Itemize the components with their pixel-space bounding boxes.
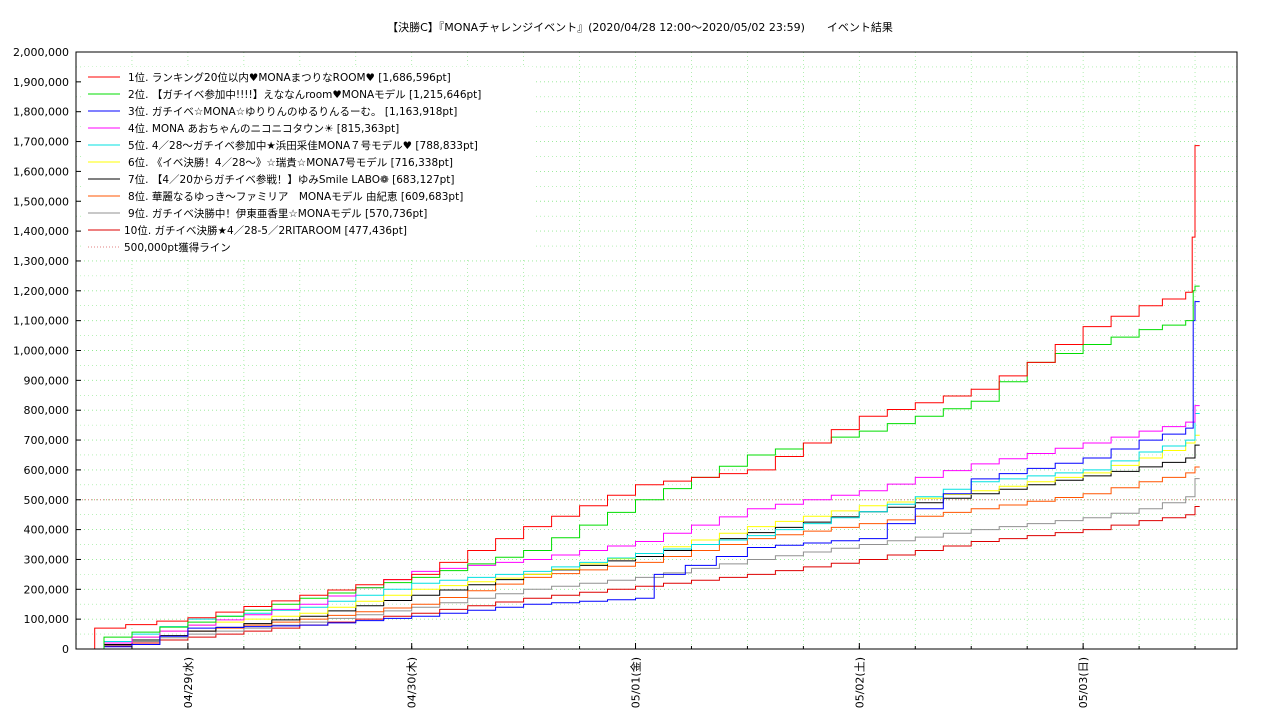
legend-entry: 5位. 4／28〜ガチイベ参加中★浜田采佳MONA７号モデル♥ [788,833… — [128, 139, 478, 152]
y-tick-label: 100,000 — [24, 613, 70, 626]
y-tick-label: 500,000 — [24, 494, 70, 507]
y-tick-label: 1,200,000 — [13, 285, 69, 298]
x-tick-label: 04/30(木) — [406, 657, 419, 708]
y-tick-label: 1,000,000 — [13, 345, 69, 358]
legend: 1位. ランキング20位以内♥MONAまつりなROOM♥ [1,686,596p… — [82, 67, 534, 257]
legend-entry: 4位. MONA あおちゃんのニコニコタウン☀ [815,363pt] — [128, 122, 399, 135]
y-tick-label: 1,600,000 — [13, 165, 69, 178]
legend-entry: 2位. 【ガチイベ参加中!!!!】えななんroom♥MONAモデル [1,215… — [128, 88, 481, 101]
y-tick-label: 200,000 — [24, 583, 70, 596]
series-line-2 — [76, 285, 1200, 650]
y-tick-label: 1,700,000 — [13, 136, 69, 149]
y-tick-label: 800,000 — [24, 404, 70, 417]
legend-entry-reference: 500,000pt獲得ライン — [124, 241, 231, 254]
y-tick-label: 2,000,000 — [13, 46, 69, 59]
y-axis: 0 100,000 200,000 300,000 400,000 500,000 600,… — [13, 46, 81, 656]
x-tick-label: 04/29(水) — [182, 657, 195, 708]
legend-entry: 6位. 《イベ決勝！4／28〜》☆瑞貴☆MONA7号モデル [716,338pt… — [128, 156, 453, 169]
y-tick-label: 900,000 — [24, 374, 70, 387]
legend-entry: 8位. 華麗なるゆっき〜ファミリア MONAモデル 由紀恵 [609,683pt… — [128, 190, 463, 203]
legend-background — [82, 67, 534, 257]
x-tick-label: 05/01(金) — [629, 657, 643, 708]
x-tick-label: 05/03(日) — [1077, 657, 1090, 708]
series-line-5 — [76, 413, 1200, 650]
x-axis: 04/29(水) 04/30(木) 05/01(金) 05/02(土) 05/03(日) — [75, 643, 1196, 708]
legend-entry: 1位. ランキング20位以内♥MONAまつりなROOM♥ [1,686,596p… — [128, 71, 451, 84]
chart-title: 【決勝C】『MONAチャレンジイベント』(2020/04/28 12:00〜20… — [387, 21, 893, 34]
series-line-4 — [76, 405, 1200, 650]
y-tick-label: 1,300,000 — [13, 255, 69, 268]
y-tick-label: 1,100,000 — [13, 315, 69, 328]
y-tick-label: 1,400,000 — [13, 225, 69, 238]
y-tick-label: 1,800,000 — [13, 106, 69, 119]
legend-entry: 3位. ガチイベ☆MONA☆ゆりりんのゆるりんるーむ。 [1,163,918pt… — [128, 105, 457, 118]
legend-entry: 9位. ガチイベ決勝中！伊東亜香里☆MONAモデル [570,736pt] — [128, 207, 427, 220]
legend-entry: 7位. 【4／20からガチイベ参戦！】ゆみSmile LABO❁ [683,12… — [128, 173, 455, 186]
series-line-8 — [76, 466, 1200, 650]
y-tick-label: 1,900,000 — [13, 76, 69, 89]
series-lines — [76, 145, 1200, 650]
series-line-1 — [76, 145, 1200, 650]
y-tick-label: 300,000 — [24, 553, 70, 566]
y-tick-label: 0 — [62, 643, 69, 656]
y-tick-label: 400,000 — [24, 524, 70, 537]
y-tick-label: 1,500,000 — [13, 195, 69, 208]
series-line-3 — [76, 301, 1200, 650]
y-tick-label: 600,000 — [24, 464, 70, 477]
series-line-6 — [76, 434, 1200, 650]
x-tick-label: 05/02(土) — [853, 657, 866, 708]
y-tick-label: 700,000 — [24, 434, 70, 447]
legend-entry: 10位. ガチイベ決勝★4／28-5／2RITAROOM [477,436pt] — [124, 224, 407, 237]
